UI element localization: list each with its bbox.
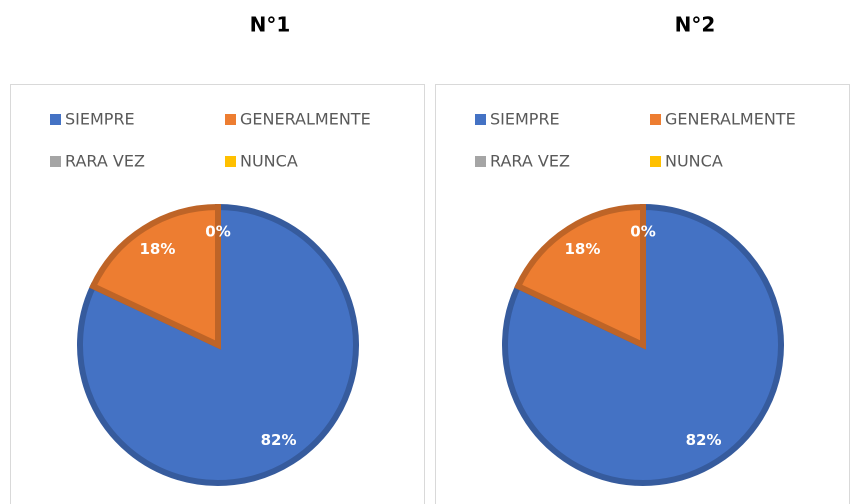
legend-swatch (650, 156, 661, 167)
chart-title: N°2 (675, 13, 716, 37)
data-label: 18% (139, 240, 175, 258)
legend-label: GENERALMENTE (240, 110, 371, 129)
legend-label: SIEMPRE (490, 110, 560, 129)
legend-swatch (650, 114, 661, 125)
legend-swatch (225, 156, 236, 167)
pie-slice (89, 203, 221, 350)
legend-label: GENERALMENTE (665, 110, 796, 129)
data-label: 0% (205, 223, 230, 241)
pie-slice (77, 203, 359, 486)
legend-swatch (475, 114, 486, 125)
legend-label: RARA VEZ (490, 152, 570, 171)
legend-swatch (50, 156, 61, 167)
pie-slice (502, 203, 784, 486)
data-label: 82% (261, 431, 297, 449)
data-label: 82% (686, 431, 722, 449)
legend-label: NUNCA (240, 152, 298, 171)
legend-swatch (50, 114, 61, 125)
data-label: 18% (564, 240, 600, 258)
legend-label: SIEMPRE (65, 110, 135, 129)
chart-title: N°1 (250, 13, 291, 37)
pie-slice (514, 203, 646, 350)
legend-label: NUNCA (665, 152, 723, 171)
legend-label: RARA VEZ (65, 152, 145, 171)
legend-swatch (225, 114, 236, 125)
legend-swatch (475, 156, 486, 167)
data-label: 0% (630, 223, 655, 241)
